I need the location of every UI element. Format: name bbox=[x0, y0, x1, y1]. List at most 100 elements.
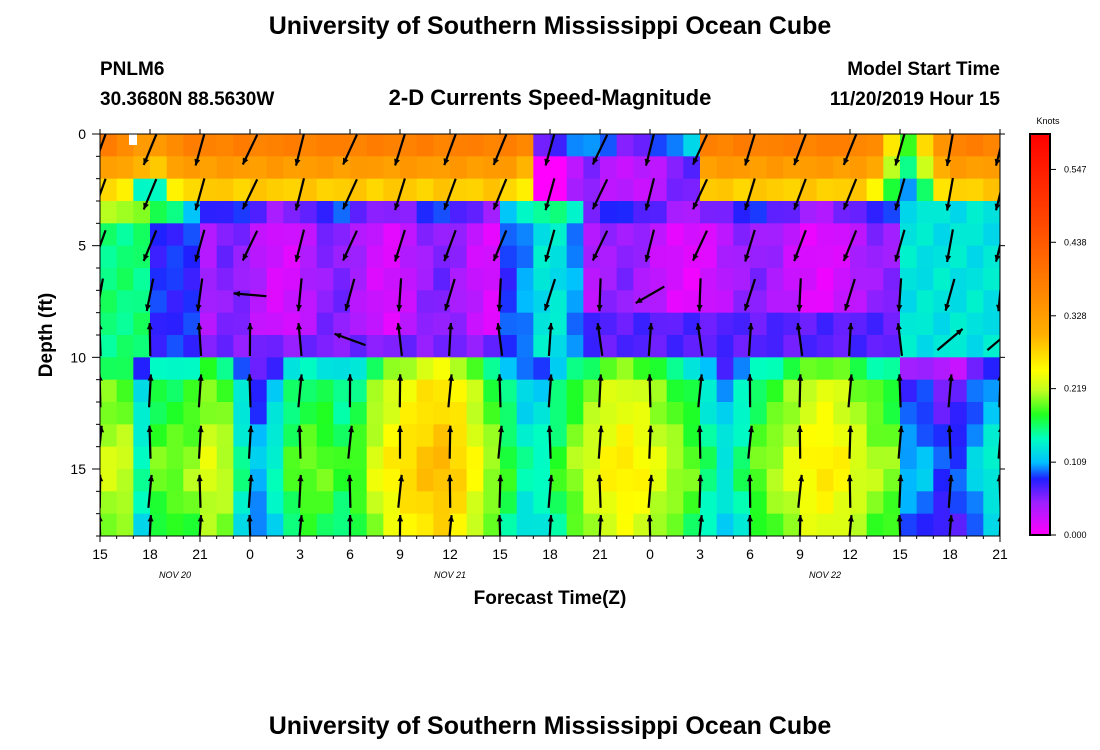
heatmap-cell bbox=[183, 178, 201, 202]
heatmap-cell bbox=[483, 357, 501, 381]
heatmap-cell bbox=[500, 379, 518, 403]
heatmap-cell bbox=[300, 156, 318, 180]
heatmap-cell bbox=[383, 268, 401, 291]
heatmap-cell bbox=[650, 424, 668, 448]
vector-head bbox=[143, 157, 149, 165]
heatmap-cell bbox=[750, 223, 768, 247]
heatmap-cell bbox=[400, 245, 418, 269]
vector-head bbox=[644, 158, 651, 166]
vector-shaft bbox=[100, 229, 107, 249]
missing-data-cell bbox=[129, 134, 137, 145]
heatmap-cell bbox=[900, 379, 918, 403]
vector-head bbox=[647, 323, 654, 330]
heatmap-cell bbox=[683, 223, 701, 247]
heatmap-cell bbox=[816, 469, 834, 492]
vector-head bbox=[793, 202, 800, 210]
heatmap-cell bbox=[433, 424, 451, 448]
heatmap-cell bbox=[166, 446, 184, 470]
colorbar-unit: Knots bbox=[1036, 116, 1060, 126]
heatmap-cell bbox=[950, 513, 968, 536]
heatmap-cell bbox=[750, 424, 768, 448]
heatmap-cell bbox=[933, 312, 951, 336]
heatmap-cell bbox=[200, 290, 218, 314]
heatmap-cell bbox=[800, 290, 818, 314]
heatmap-cell bbox=[866, 156, 884, 180]
heatmap-cell bbox=[716, 268, 734, 291]
heatmap-cell bbox=[950, 402, 968, 425]
heatmap-cell bbox=[883, 178, 901, 202]
vector-head bbox=[194, 254, 201, 262]
heatmap-cell bbox=[366, 268, 384, 291]
heatmap-cell bbox=[400, 402, 418, 425]
heatmap-cell bbox=[533, 223, 551, 247]
vector-head bbox=[143, 253, 149, 261]
heatmap-cell bbox=[833, 134, 851, 157]
heatmap-cell bbox=[633, 424, 651, 448]
heatmap-cell bbox=[133, 491, 151, 515]
heatmap-cell bbox=[550, 201, 568, 224]
heatmap-cell bbox=[616, 446, 634, 470]
heatmap-cell bbox=[516, 134, 534, 157]
heatmap-cell bbox=[366, 178, 384, 202]
heatmap-cell bbox=[633, 402, 651, 425]
heatmap-cell bbox=[366, 201, 384, 224]
vector-head bbox=[996, 304, 1000, 312]
heatmap-cell bbox=[116, 312, 134, 336]
heatmap-cell bbox=[466, 178, 484, 202]
vector-head bbox=[147, 474, 154, 482]
heatmap-cell bbox=[800, 312, 818, 336]
heatmap-cell bbox=[650, 178, 668, 202]
vector-head bbox=[596, 304, 603, 312]
heatmap-cell bbox=[750, 446, 768, 470]
heatmap-cell bbox=[883, 312, 901, 336]
vector-head bbox=[692, 202, 699, 210]
vector-head bbox=[242, 157, 249, 165]
heatmap-cell bbox=[250, 290, 268, 314]
heatmap-cell bbox=[983, 446, 1000, 470]
heatmap-cell bbox=[233, 379, 251, 403]
heatmap-cell bbox=[833, 312, 851, 336]
heatmap-cell bbox=[950, 357, 968, 381]
heatmap-cell bbox=[700, 513, 718, 536]
vector-head bbox=[196, 323, 203, 330]
vector-head bbox=[744, 158, 750, 166]
heatmap-cell bbox=[966, 424, 984, 448]
heatmap-cell bbox=[250, 357, 268, 381]
heatmap-cell bbox=[716, 156, 734, 180]
heatmap-cell bbox=[333, 335, 351, 358]
heatmap-cell bbox=[116, 491, 134, 515]
vector-shaft bbox=[100, 134, 107, 153]
x-tick-label: 9 bbox=[796, 546, 804, 562]
heatmap-cell bbox=[483, 402, 501, 425]
vector-head bbox=[493, 253, 499, 261]
vector-head bbox=[346, 474, 353, 482]
heatmap-cell bbox=[650, 312, 668, 336]
heatmap-cell bbox=[616, 424, 634, 448]
heatmap-cell bbox=[283, 379, 301, 403]
heatmap-cell bbox=[400, 312, 418, 336]
heatmap-cell bbox=[216, 312, 234, 336]
heatmap-cell bbox=[716, 290, 734, 314]
heatmap-cell bbox=[783, 312, 801, 336]
heatmap-cell bbox=[366, 223, 384, 247]
vector-head bbox=[843, 254, 849, 261]
heatmap-cell bbox=[833, 156, 851, 180]
heatmap-cell bbox=[100, 379, 118, 403]
heatmap-cell bbox=[183, 312, 201, 336]
heatmap-cell bbox=[300, 201, 318, 224]
heatmap-cell bbox=[116, 268, 134, 291]
heatmap-cell bbox=[700, 223, 718, 247]
heatmap-cell bbox=[166, 402, 184, 425]
heatmap-cell bbox=[283, 402, 301, 425]
heatmap-cell bbox=[950, 223, 968, 247]
heatmap-cell bbox=[750, 491, 768, 515]
heatmap-cell bbox=[900, 178, 918, 202]
heatmap-cell bbox=[300, 178, 318, 202]
heatmap-cell bbox=[400, 335, 418, 358]
vector-head bbox=[294, 203, 301, 211]
heatmap-cell bbox=[900, 446, 918, 470]
heatmap-cell bbox=[766, 491, 784, 515]
heatmap-cell bbox=[600, 312, 618, 336]
heatmap-cell bbox=[333, 469, 351, 492]
heatmap-cell bbox=[783, 178, 801, 202]
